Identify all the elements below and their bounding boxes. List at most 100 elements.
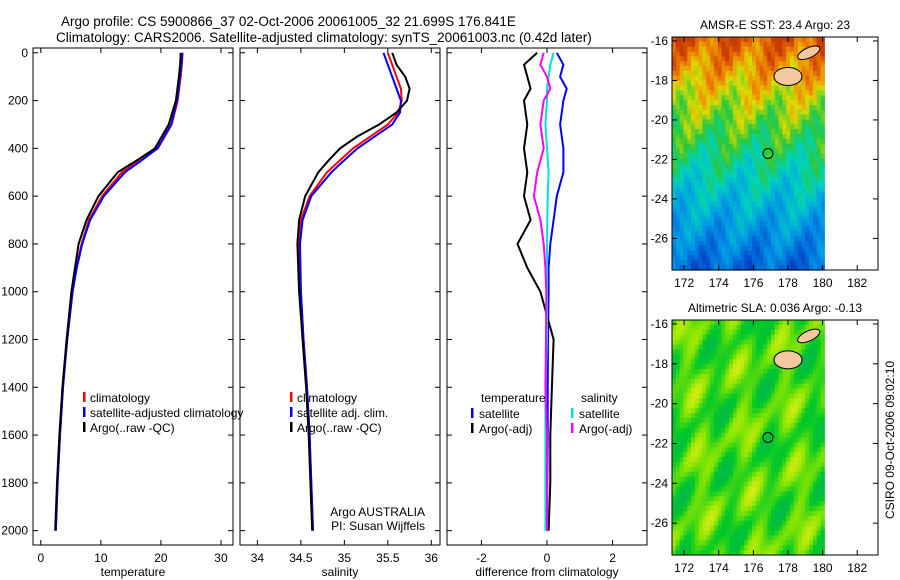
x-axis-label: salinity	[322, 565, 359, 579]
map-cell	[702, 476, 707, 483]
map-cell	[706, 182, 711, 189]
map-cell	[713, 530, 719, 536]
map-cell	[767, 153, 772, 159]
map-cell	[679, 457, 684, 463]
map-cell	[759, 192, 764, 198]
map-cell	[767, 51, 772, 58]
map-cell	[801, 515, 806, 522]
map-cell	[748, 66, 753, 72]
map-cell	[702, 202, 707, 208]
map-cell	[767, 80, 772, 87]
map-cell	[748, 354, 753, 360]
map-cell	[717, 138, 723, 145]
map-cell	[687, 114, 692, 121]
map-cell	[797, 153, 803, 159]
salinity-axes-frame	[239, 47, 441, 546]
legend-label: satellite-adjusted climatology	[90, 406, 243, 420]
map-cell	[740, 71, 745, 77]
map-cell	[812, 413, 818, 419]
map-cell	[748, 182, 753, 189]
map-cell	[679, 427, 684, 434]
map-cell	[782, 329, 787, 336]
map-cell	[679, 452, 684, 458]
map-cell	[706, 90, 711, 96]
map-cell	[729, 148, 734, 155]
map-cell	[721, 172, 726, 179]
map-cell	[729, 197, 734, 203]
map-cell	[732, 388, 738, 394]
map-cell	[725, 324, 730, 331]
map-cell	[805, 211, 810, 218]
map-cell	[771, 413, 776, 419]
x-axis-label: difference from climatology	[475, 565, 618, 579]
map-cell	[694, 369, 700, 375]
map-cell	[683, 221, 688, 227]
map-cell	[706, 378, 711, 385]
map-cell	[767, 172, 772, 179]
y-tick-label: -20	[651, 397, 669, 411]
map-cell	[755, 432, 761, 439]
map-cell	[774, 260, 780, 266]
map-cell	[675, 265, 681, 271]
map-cell	[721, 462, 726, 468]
map-cell	[816, 90, 822, 96]
map-cell	[763, 85, 768, 91]
map-cell	[732, 422, 738, 429]
map-cell	[820, 231, 825, 237]
map-cell	[797, 452, 803, 458]
map-cell	[816, 148, 822, 155]
map-cell	[698, 75, 704, 82]
map-cell	[820, 540, 825, 546]
map-cell	[755, 202, 761, 208]
map-cell	[812, 192, 818, 198]
map-cell	[809, 265, 814, 271]
map-cell	[713, 163, 719, 169]
map-cell	[698, 197, 704, 203]
map-cell	[820, 378, 825, 385]
map-cell	[797, 61, 803, 67]
map-cell	[698, 432, 704, 439]
map-cell	[771, 134, 776, 140]
map-cell	[820, 41, 825, 48]
map-cell	[713, 66, 719, 72]
map-cell	[672, 501, 677, 507]
map-cell	[797, 373, 803, 380]
map-cell	[683, 427, 688, 434]
map-cell	[687, 413, 692, 419]
map-cell	[679, 192, 684, 198]
map-cell	[816, 388, 822, 394]
map-cell	[793, 134, 799, 140]
map-cell	[755, 114, 761, 121]
map-cell	[771, 260, 776, 266]
map-cell	[679, 80, 684, 87]
map-cell	[755, 124, 761, 130]
map-cell	[717, 324, 723, 331]
map-cell	[713, 255, 719, 261]
map-cell	[672, 46, 677, 53]
map-cell	[736, 369, 742, 375]
map-cell	[721, 486, 726, 492]
map-cell	[687, 192, 692, 198]
map-cell	[748, 202, 753, 208]
map-cell	[691, 393, 696, 399]
x-tick-label: 174	[709, 561, 729, 575]
map-cell	[736, 510, 742, 517]
map-cell	[687, 491, 692, 497]
map-cell	[672, 221, 677, 227]
map-cell	[793, 250, 799, 257]
map-cell	[710, 71, 715, 77]
map-cell	[774, 85, 780, 91]
map-cell	[672, 187, 677, 193]
map-cell	[702, 75, 707, 82]
map-cell	[740, 383, 745, 390]
map-cell	[672, 515, 677, 522]
map-cell	[691, 46, 696, 53]
map-cell	[752, 369, 757, 375]
map-cell	[721, 85, 726, 91]
map-cell	[694, 202, 700, 208]
x-tick-label: 36	[425, 551, 439, 565]
map-cell	[797, 100, 803, 106]
map-cell	[694, 177, 700, 184]
map-cell	[694, 457, 700, 463]
map-cell	[748, 216, 753, 223]
